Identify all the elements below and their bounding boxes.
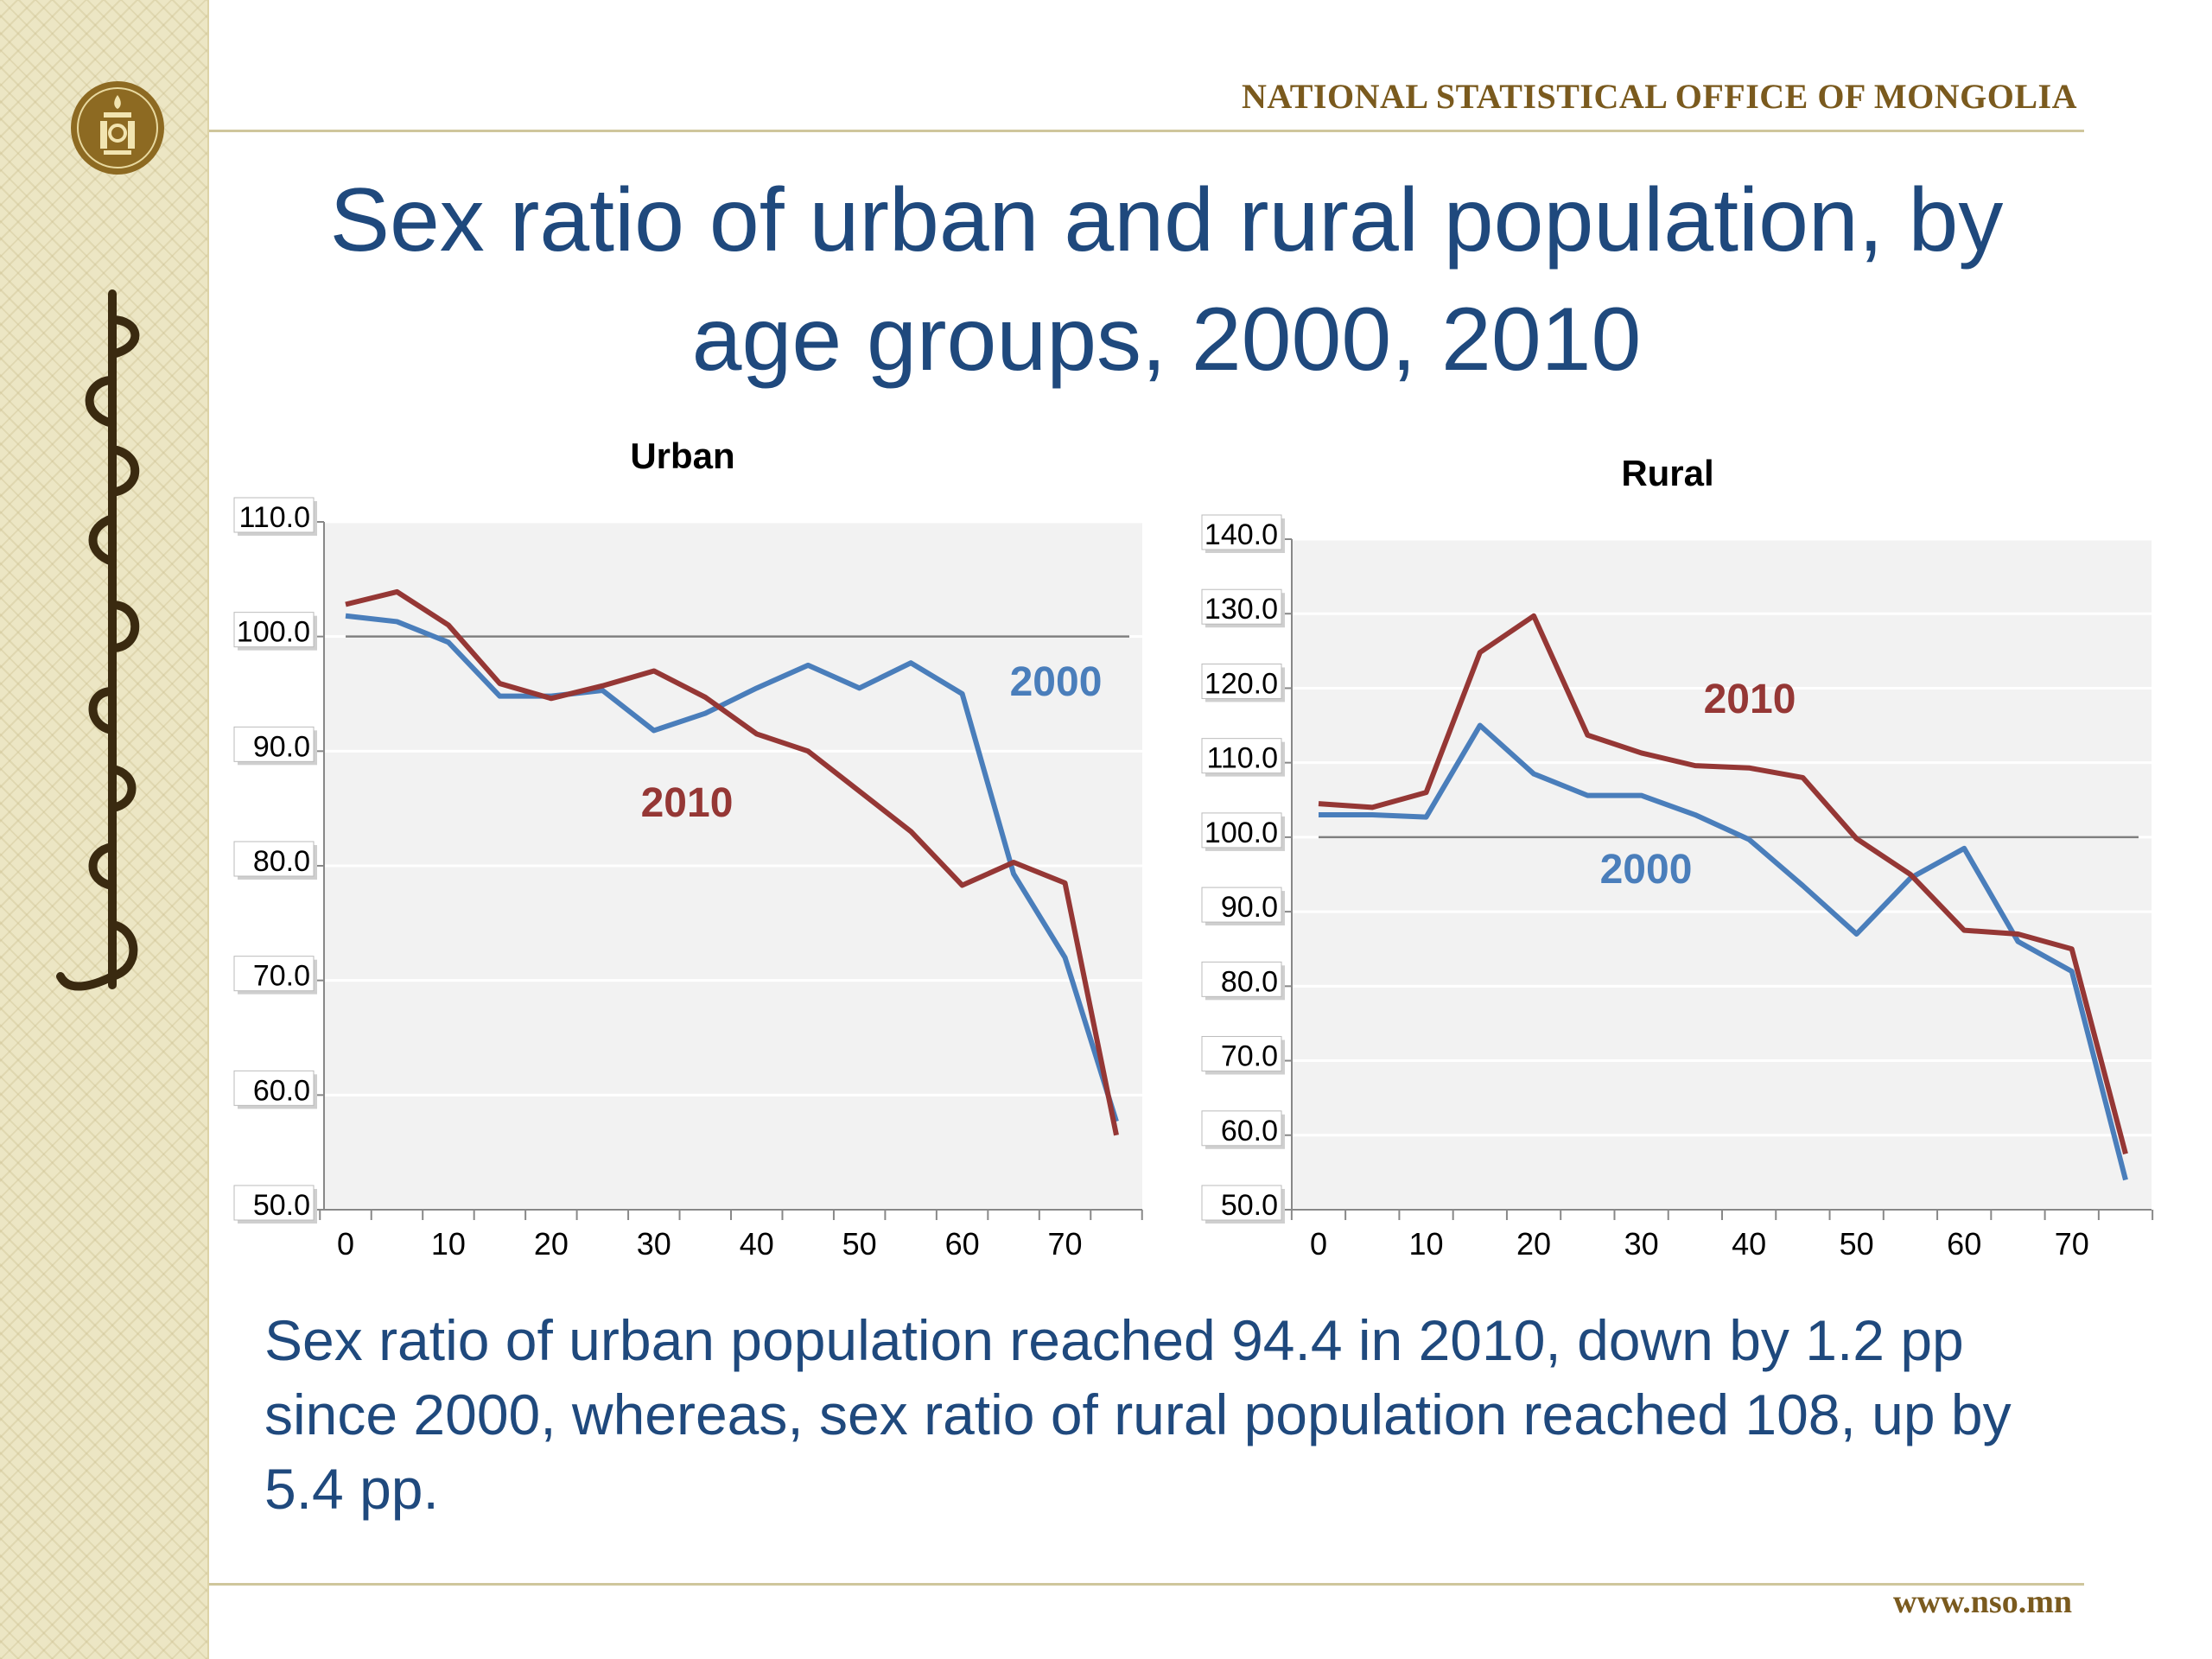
rural-y-label-box [1201,887,1282,923]
urban-x-tick-label: 10 [431,1226,466,1262]
rural-y-tick-label: 110.0 [1206,742,1278,775]
rural-y-label-box [1201,961,1282,997]
organization-name: NATIONAL STATISTICAL OFFICE OF MONGOLIA [1241,77,2077,116]
page-title: Sex ratio of urban and rural population,… [216,161,2117,399]
rural-series-2000-label: 2000 [1600,847,1693,893]
rural-series-2010-line [1318,613,2128,1155]
rural-x-tick-label: 20 [1516,1226,1551,1262]
rural-series-2000-line [1319,722,2128,1181]
urban-y-label-box [233,497,315,533]
urban-series-2000-line [345,613,1119,1122]
rural-y-tick-label: 130.0 [1205,593,1278,626]
urban-y-tick-label: 80.0 [253,845,310,878]
urban-x-tick-label: 40 [740,1226,774,1262]
urban-y-tick-label: 60.0 [253,1074,310,1107]
rural-y-tick-label: 70.0 [1221,1040,1278,1073]
rural-y-label-box [1201,588,1282,625]
rural-y-tick-label: 100.0 [1205,817,1278,849]
rural-x-tick-label: 40 [1732,1226,1766,1262]
page-title-line-1: Sex ratio of urban and rural population,… [329,170,2004,270]
urban-series-2010-label: 2010 [641,780,734,826]
rural-y-label-box [1201,514,1282,550]
footer-divider [209,1583,2084,1586]
summary-text: Sex ratio of urban population reached 94… [264,1308,2012,1521]
rural-plot-area [1292,539,2152,1210]
rural-x-tick-label: 30 [1624,1226,1659,1262]
soyombo-seal-icon [71,81,164,175]
rural-x-tick-label: 0 [1310,1226,1327,1262]
urban-x-tick-label: 20 [534,1226,569,1262]
urban-y-tick-label: 70.0 [253,960,310,993]
rural-y-label-box [1201,1036,1282,1072]
rural-x-tick-label: 10 [1409,1226,1444,1262]
urban-series-2010-line [345,588,1119,1136]
urban-y-tick-label: 90.0 [253,730,310,763]
urban-x-tick-label: 70 [1048,1226,1083,1262]
website-link[interactable]: www.nso.mn [1893,1584,2072,1620]
urban-y-tick-label: 50.0 [253,1189,310,1222]
page-title-line-2: age groups, 2000, 2010 [691,289,1642,390]
urban-y-label-box [233,1185,315,1221]
urban-y-tick-label: 100.0 [237,616,310,649]
rural-y-tick-label: 140.0 [1205,518,1278,551]
urban-series-2000-label: 2000 [1010,659,1103,705]
urban-y-label-box [233,841,315,877]
mongolian-script-ornament [56,289,140,991]
rural-y-tick-label: 90.0 [1221,891,1278,924]
rural-y-tick-label: 50.0 [1221,1189,1278,1222]
urban-y-label-box [233,1070,315,1106]
rural-y-label-box [1201,1110,1282,1147]
urban-x-tick-label: 30 [637,1226,671,1262]
urban-y-label-box [233,726,315,762]
urban-chart-title: Urban [630,435,735,476]
rural-y-tick-label: 120.0 [1205,667,1278,700]
urban-y-tick-label: 110.0 [238,501,310,534]
sidebar-decoration [0,0,209,1659]
rural-y-label-box [1201,663,1282,699]
rural-x-tick-label: 50 [1840,1226,1874,1262]
urban-x-tick-label: 0 [337,1226,354,1262]
rural-y-label-box [1201,738,1282,774]
rural-x-tick-label: 60 [1947,1226,1981,1262]
urban-x-tick-label: 50 [842,1226,877,1262]
rural-y-label-box [1201,1185,1282,1221]
rural-y-tick-label: 60.0 [1221,1115,1278,1147]
header-divider [209,130,2084,132]
rural-x-tick-label: 70 [2055,1226,2089,1262]
urban-y-label-box [233,612,315,648]
rural-y-tick-label: 80.0 [1221,965,1278,998]
urban-x-tick-label: 60 [945,1226,980,1262]
rural-chart-title: Rural [1621,453,1714,493]
urban-y-label-box [233,956,315,992]
rural-y-label-box [1201,812,1282,849]
rural-series-2010-label: 2010 [1704,677,1796,722]
